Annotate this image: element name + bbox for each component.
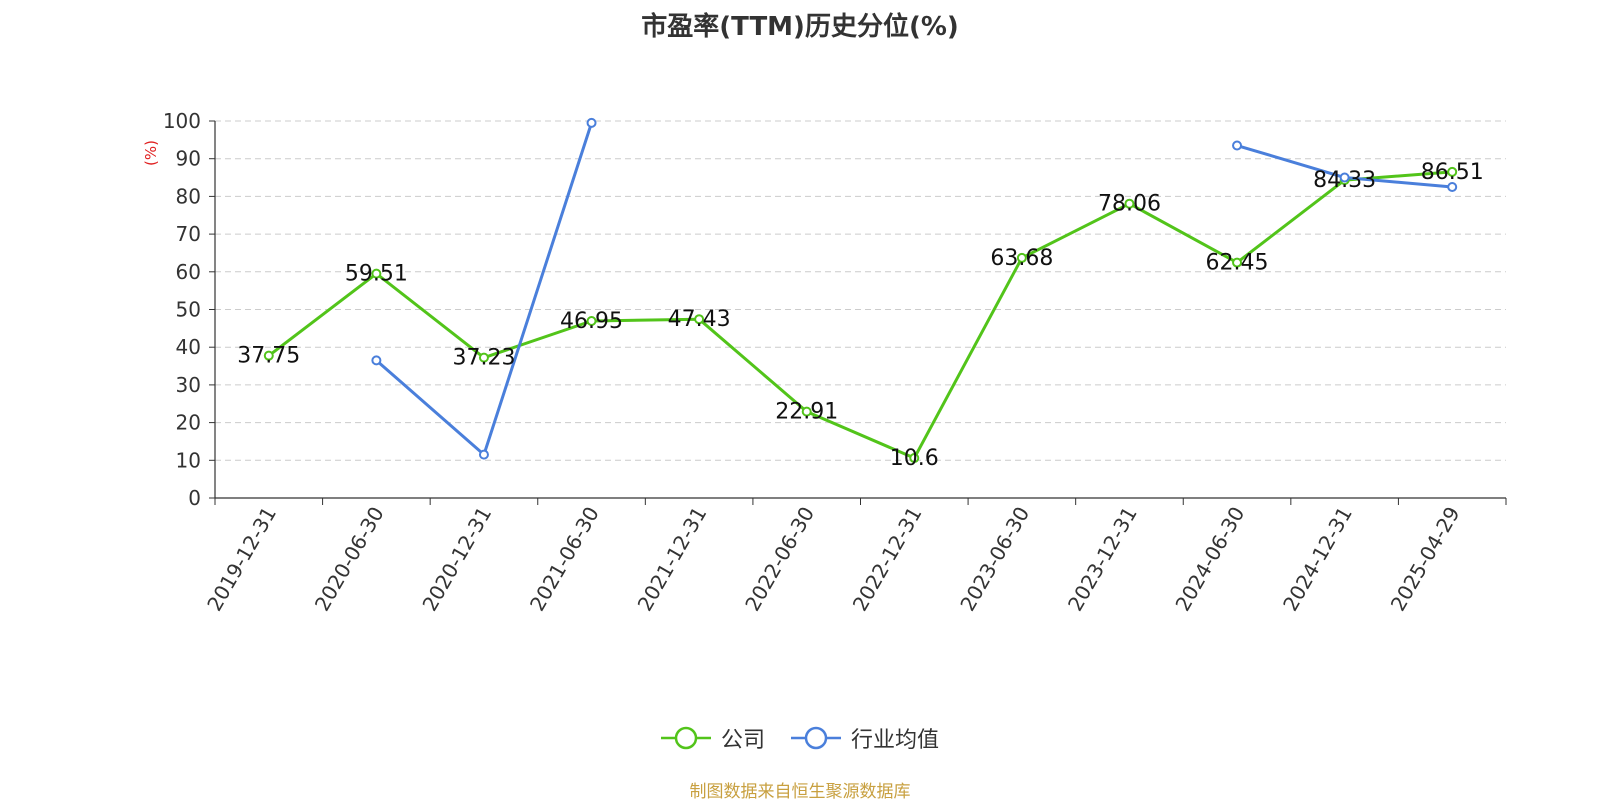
series-marker-0 — [1232, 257, 1243, 268]
series-marker-1 — [1447, 181, 1458, 192]
legend: 公司 行业均值 — [0, 722, 1600, 754]
data-label: 10.6 — [890, 446, 939, 471]
y-tick-label: 0 — [188, 486, 201, 510]
x-tick-label: 2021-12-31 — [633, 503, 712, 616]
data-label: 59.51 — [345, 262, 408, 287]
series-marker-1 — [586, 117, 597, 128]
legend-company-swatch — [660, 726, 711, 750]
series-marker-0 — [371, 268, 382, 279]
x-tick-label: 2019-12-31 — [202, 503, 281, 616]
legend-item-industry[interactable]: 行业均值 — [791, 722, 939, 754]
series-marker-0 — [1447, 166, 1458, 177]
data-label: 63.68 — [990, 246, 1053, 271]
y-tick-label: 60 — [176, 260, 201, 284]
data-label: 78.06 — [1098, 192, 1161, 217]
legend-industry-label: 行业均值 — [851, 728, 940, 753]
chart-title: 市盈率(TTM)历史分位(%) — [641, 12, 959, 42]
series-marker-0 — [694, 314, 705, 325]
y-tick-label: 80 — [176, 184, 201, 208]
data-label: 22.91 — [775, 400, 838, 425]
y-tick-label: 70 — [176, 222, 201, 246]
y-tick-label: 90 — [176, 147, 201, 171]
series-marker-0 — [801, 406, 812, 417]
y-tick-label: 10 — [176, 448, 201, 472]
x-tick-label: 2024-06-30 — [1170, 503, 1249, 616]
x-tick-label: 2020-12-31 — [417, 503, 496, 616]
y-tick-label: 30 — [176, 373, 201, 397]
y-tick-label: 100 — [163, 109, 201, 133]
y-tick-label: 20 — [176, 411, 201, 435]
series-marker-1 — [371, 355, 382, 366]
data-label: 47.43 — [668, 307, 731, 332]
series-line-0 — [267, 170, 1453, 460]
x-tick-label: 2022-06-30 — [740, 503, 819, 616]
data-label: 46.95 — [560, 309, 623, 334]
data-label: 86.51 — [1421, 160, 1484, 185]
y-tick-label: 40 — [176, 335, 201, 359]
series-marker-0 — [909, 453, 920, 464]
series-marker-1 — [478, 449, 489, 460]
data-label: 84.33 — [1313, 168, 1376, 193]
y-axis-label: (%) — [142, 140, 160, 166]
legend-industry-marker — [804, 726, 828, 750]
x-tick-label: 2020-06-30 — [310, 503, 389, 616]
series-marker-1 — [1339, 172, 1350, 183]
series-marker-1 — [1232, 140, 1243, 151]
data-label: 37.23 — [452, 346, 515, 371]
x-tick-label: 2024-12-31 — [1278, 503, 1357, 616]
data-label: 62.45 — [1206, 251, 1269, 276]
x-tick-label: 2025-04-29 — [1386, 503, 1465, 616]
series-marker-0 — [263, 350, 274, 361]
x-tick-label: 2021-06-30 — [525, 503, 604, 616]
x-tick-label: 2022-12-31 — [848, 503, 927, 616]
series-line-1 — [375, 122, 593, 457]
legend-item-company[interactable]: 公司 — [660, 722, 765, 754]
x-tick-label: 2023-12-31 — [1063, 503, 1142, 616]
legend-company-label: 公司 — [720, 728, 765, 753]
series-marker-0 — [586, 315, 597, 326]
x-tick-label: 2023-06-30 — [955, 503, 1034, 616]
series-marker-0 — [1016, 252, 1027, 263]
legend-industry-swatch — [791, 726, 841, 750]
y-tick-label: 50 — [176, 298, 201, 322]
series-marker-0 — [1124, 198, 1135, 209]
source-note: 制图数据来自恒生聚源数据库 — [689, 782, 911, 802]
series-marker-0 — [478, 352, 489, 363]
legend-company-marker — [674, 726, 698, 750]
data-label: 37.75 — [237, 344, 300, 369]
